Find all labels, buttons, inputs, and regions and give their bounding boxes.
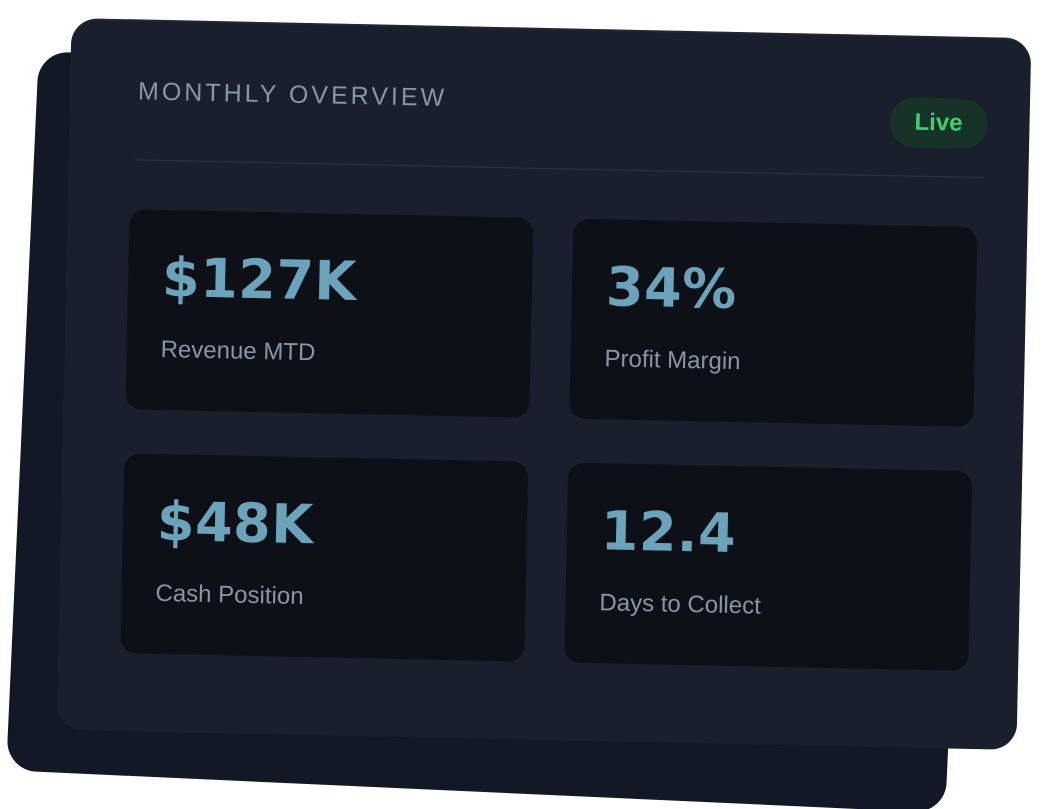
- header-divider: [134, 159, 985, 179]
- metric-tile-revenue[interactable]: $127K Revenue MTD: [125, 209, 534, 418]
- metric-label: Revenue MTD: [160, 335, 316, 367]
- metric-value: 34%: [605, 255, 738, 322]
- metric-tile-cash-position[interactable]: $48K Cash Position: [120, 453, 529, 662]
- metric-value: 12.4: [600, 499, 737, 566]
- metric-label: Profit Margin: [604, 345, 741, 376]
- metric-tile-days-to-collect[interactable]: 12.4 Days to Collect: [564, 462, 973, 671]
- metric-value: $127K: [161, 245, 358, 314]
- metric-label: Days to Collect: [599, 589, 762, 620]
- metric-label: Cash Position: [155, 579, 304, 611]
- metric-value: $48K: [156, 489, 315, 557]
- metric-tile-profit-margin[interactable]: 34% Profit Margin: [569, 218, 978, 427]
- monthly-overview-card: MONTHLY OVERVIEW Live $127K Revenue MTD …: [56, 18, 1032, 750]
- card-title: MONTHLY OVERVIEW: [137, 77, 448, 112]
- live-status-badge: Live: [889, 97, 989, 150]
